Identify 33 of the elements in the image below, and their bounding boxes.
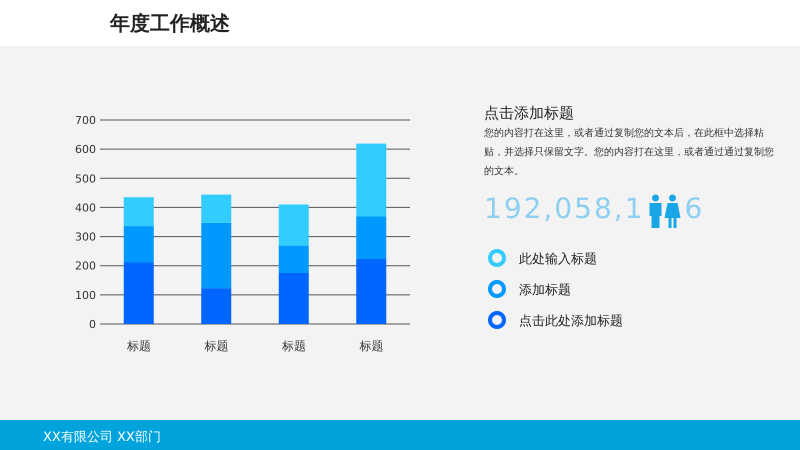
y-tick-label: 400	[75, 201, 96, 214]
bar	[356, 144, 386, 216]
chart-title: 年度工作概述	[109, 11, 230, 35]
text: 点击添加标题	[484, 104, 574, 122]
x-tick-label: 标题	[203, 339, 228, 353]
text: XX有限公司 XX部门	[43, 429, 161, 445]
y-tick-label: 100	[75, 288, 96, 302]
legend-label: 此处输入标题	[519, 252, 597, 267]
y-tick-label: 600	[75, 143, 96, 156]
bar	[124, 262, 154, 324]
y-tick-label: 0	[89, 318, 96, 331]
bar	[124, 197, 154, 226]
legend-label: 添加标题	[519, 283, 571, 298]
bar	[278, 246, 309, 273]
legend-label: 点击此处添加标题	[519, 314, 623, 329]
bar	[278, 204, 309, 246]
y-tick-label: 300	[75, 230, 96, 244]
bar	[356, 216, 386, 260]
y-tick-label: 200	[75, 260, 96, 273]
text: 192,058,1	[484, 192, 645, 225]
x-tick-label: 标题	[358, 339, 384, 353]
bar	[201, 288, 232, 324]
text: 您的内容打在这里，或者通过复制您的文本后，在此框中选择粘贴，并选择只保留文字。您的内容打在这里，或者通过通过复制您的文本。	[484, 126, 774, 179]
x-tick-label: 标题	[126, 339, 151, 353]
x-tick-label: 标题	[280, 339, 306, 353]
y-tick-label: 700	[75, 114, 96, 127]
bar	[278, 273, 309, 324]
bar	[201, 222, 232, 288]
y-tick-label: 500	[75, 172, 96, 186]
bar	[201, 194, 232, 223]
text: 6	[684, 192, 702, 225]
bar	[124, 226, 154, 263]
bar	[356, 259, 386, 324]
